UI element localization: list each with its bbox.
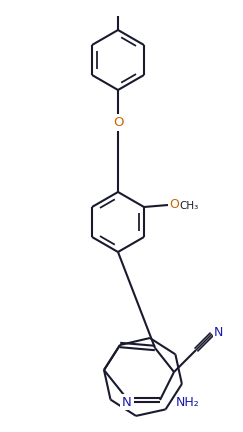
Text: NH₂: NH₂: [176, 396, 200, 409]
Text: N: N: [122, 396, 132, 409]
Text: O: O: [169, 198, 179, 212]
Text: CH₃: CH₃: [179, 201, 198, 211]
Text: O: O: [113, 117, 123, 130]
Text: N: N: [214, 325, 223, 339]
